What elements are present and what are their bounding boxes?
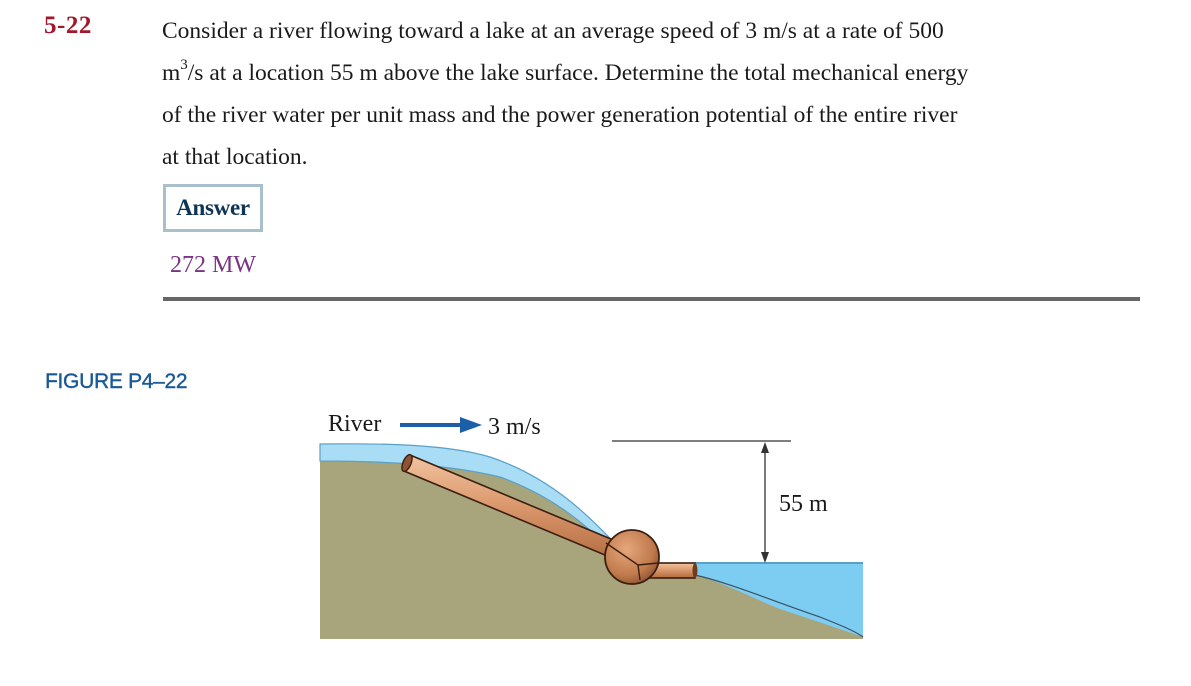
answer-value: 272 MW [170, 252, 256, 278]
section-divider [163, 297, 1140, 301]
river-hydro-figure: River 3 m/s 55 m [300, 395, 880, 655]
unit-superscript: 3 [180, 57, 188, 74]
problem-statement: Consider a river flowing toward a lake a… [162, 10, 1152, 178]
river-label: River [328, 411, 381, 437]
speed-label: 3 m/s [488, 414, 541, 440]
problem-line-2-text: /s at a location 55 m above the lake sur… [187, 60, 969, 86]
height-arrow-down [761, 552, 769, 563]
flow-arrow-head [460, 417, 482, 433]
figure-label: FIGURE P4–22 [45, 370, 188, 393]
unit-m: m [162, 60, 181, 86]
height-arrow-up [761, 442, 769, 453]
problem-number: 5-22 [44, 12, 92, 39]
answer-button[interactable]: Answer [163, 184, 263, 232]
problem-line-2: m3/s at a location 55 m above the lake s… [162, 52, 1152, 94]
lake-water [695, 563, 863, 637]
problem-line-3: of the river water per unit mass and the… [162, 102, 958, 128]
problem-line-4: at that location. [162, 144, 308, 170]
height-label: 55 m [779, 491, 828, 517]
problem-line-1: Consider a river flowing toward a lake a… [162, 18, 944, 44]
turbine-icon [604, 529, 660, 585]
river-diagram: River 3 m/s 55 m [319, 411, 864, 639]
answer-button-label: Answer [176, 195, 250, 220]
